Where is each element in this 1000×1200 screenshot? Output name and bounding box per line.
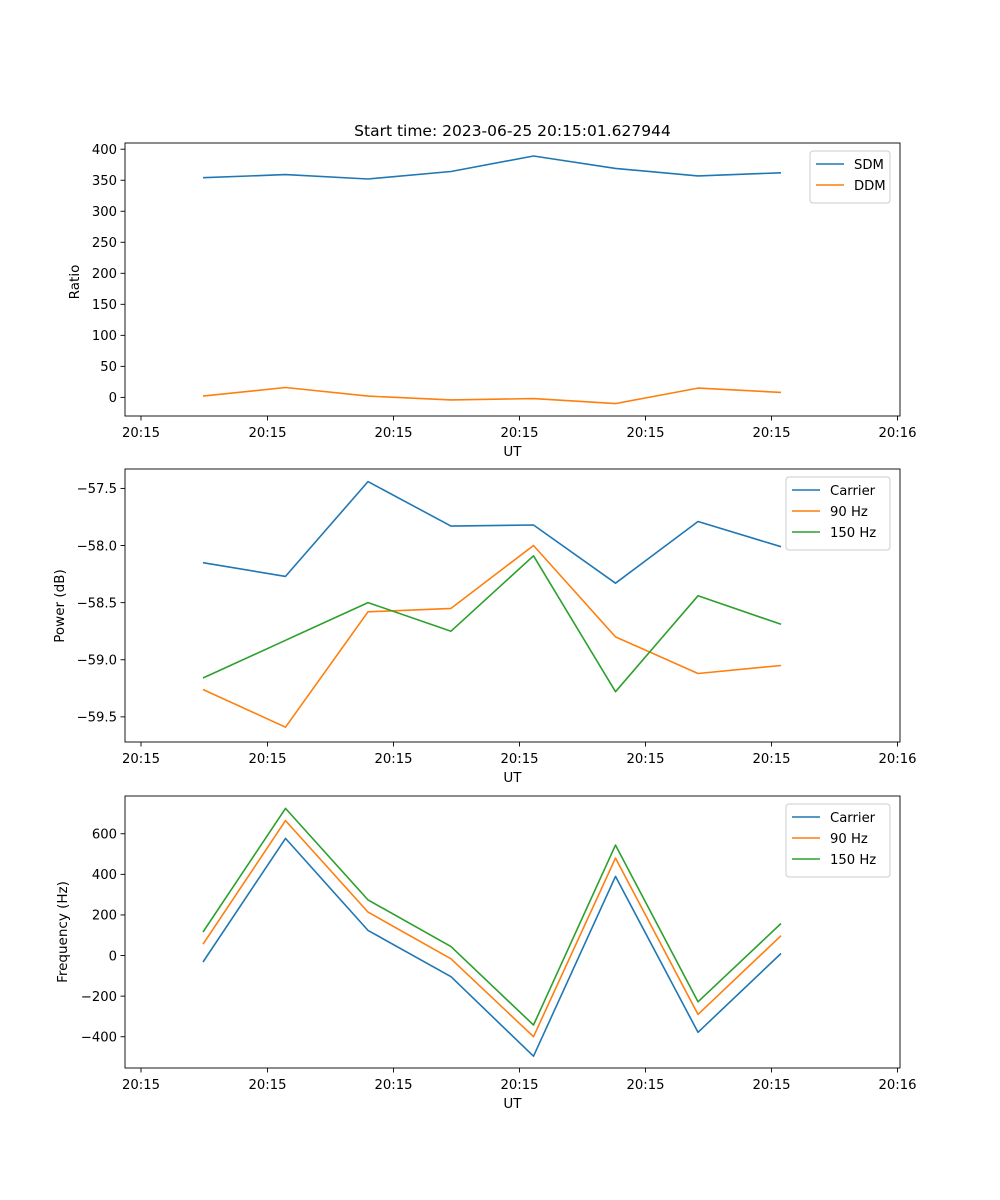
power-y-tick-label: −57.5	[77, 482, 117, 497]
ratio-axes-frame	[124, 142, 901, 417]
ratio-x-tick-label: 20:15	[626, 426, 664, 441]
ratio-panel: Ratio UT 20:15 20:15 20:15 20:15 20:15 20:15 2…	[67, 142, 917, 460]
power-legend-label: Carrier	[830, 484, 876, 499]
ratio-legend: SDM DDM	[809, 150, 891, 204]
frequency-legend-label: Carrier	[830, 811, 876, 826]
ratio-x-tick-label: 20:15	[752, 426, 790, 441]
frequency-x-tick-label: 20:15	[248, 1078, 286, 1093]
frequency-y-tick-label: 200	[92, 909, 117, 924]
frequency-y-tick-label: −400	[81, 1031, 117, 1046]
power-y-tick-label: −59.0	[77, 654, 117, 669]
ratio-series-ddm-line	[202, 386, 782, 405]
frequency-y-tick-label: 400	[92, 868, 117, 883]
frequency-series-150-hz-line	[202, 807, 782, 1026]
ratio-legend-label: SDM	[854, 158, 884, 173]
power-xlabel: UT	[503, 770, 522, 786]
power-x-tick-label: 20:15	[500, 752, 538, 767]
ratio-x-tick-label: 20:15	[122, 426, 160, 441]
power-legend-label: 90 Hz	[830, 505, 868, 520]
power-ylabel: Power (dB)	[52, 569, 68, 642]
power-axes-frame	[124, 468, 901, 743]
ratio-y-tick-label: 400	[92, 143, 117, 158]
ratio-legend-label: DDM	[854, 179, 886, 194]
power-x-tick-label: 20:15	[752, 752, 790, 767]
ratio-y-tick-label: 350	[92, 174, 117, 189]
frequency-xlabel: UT	[503, 1096, 522, 1112]
ratio-x-tick-label: 20:15	[374, 426, 412, 441]
frequency-panel: Frequency (Hz) UT 20:15 20:15 20:15 20:15 20…	[55, 795, 917, 1112]
ratio-ylabel: Ratio	[67, 265, 83, 300]
power-legend-label: 150 Hz	[830, 526, 876, 541]
power-x-tick-label: 20:15	[374, 752, 412, 767]
power-x-tick-label: 20:15	[122, 752, 160, 767]
ratio-y-tick-label: 200	[92, 267, 117, 282]
frequency-y-tick-label: −200	[81, 990, 117, 1005]
power-x-tick-label: 20:15	[626, 752, 664, 767]
frequency-series-90-hz-line	[202, 819, 782, 1038]
ratio-y-tick-label: 300	[92, 205, 117, 220]
ratio-y-tick-label: 250	[92, 236, 117, 251]
frequency-ylabel: Frequency (Hz)	[55, 881, 71, 983]
frequency-x-tick-label: 20:15	[752, 1078, 790, 1093]
ratio-x-tick-label: 20:15	[500, 426, 538, 441]
frequency-legend: Carrier 90 Hz 150 Hz	[785, 803, 891, 878]
frequency-x-tick-label: 20:16	[878, 1078, 916, 1093]
frequency-x-tick-label: 20:15	[626, 1078, 664, 1093]
power-y-tick-label: −58.0	[77, 539, 117, 554]
frequency-legend-label: 150 Hz	[830, 853, 876, 868]
frequency-series-carrier-line	[202, 837, 782, 1057]
ratio-y-tick-label: 50	[100, 360, 117, 375]
frequency-y-tick-label: 600	[92, 828, 117, 843]
power-x-tick-label: 20:16	[878, 752, 916, 767]
ratio-x-tick-label: 20:15	[248, 426, 286, 441]
power-y-tick-label: −58.5	[77, 596, 117, 611]
ratio-y-tick-label: 0	[109, 391, 117, 406]
frequency-x-tick-label: 20:15	[374, 1078, 412, 1093]
ratio-series-sdm-line	[202, 155, 782, 180]
power-x-tick-label: 20:15	[248, 752, 286, 767]
frequency-x-tick-label: 20:15	[500, 1078, 538, 1093]
frequency-legend-label: 90 Hz	[830, 832, 868, 847]
ratio-y-tick-label: 150	[92, 298, 117, 313]
ratio-xlabel: UT	[503, 444, 522, 460]
ratio-y-tick-label: 100	[92, 329, 117, 344]
frequency-axes-frame	[124, 795, 901, 1069]
frequency-y-tick-label: 0	[109, 949, 117, 964]
power-legend: Carrier 90 Hz 150 Hz	[785, 476, 891, 551]
power-series-150-hz-line	[202, 554, 782, 693]
frequency-x-tick-label: 20:15	[122, 1078, 160, 1093]
figure-title: Start time: 2023-06-25 20:15:01.627944	[354, 122, 671, 140]
power-panel: Power (dB) UT 20:15 20:15 20:15 20:15 20:15 2…	[52, 468, 917, 786]
power-series-carrier-line	[202, 480, 782, 585]
ratio-x-tick-label: 20:16	[878, 426, 916, 441]
power-series-90-hz-line	[202, 544, 782, 729]
power-y-tick-label: −59.5	[77, 711, 117, 726]
